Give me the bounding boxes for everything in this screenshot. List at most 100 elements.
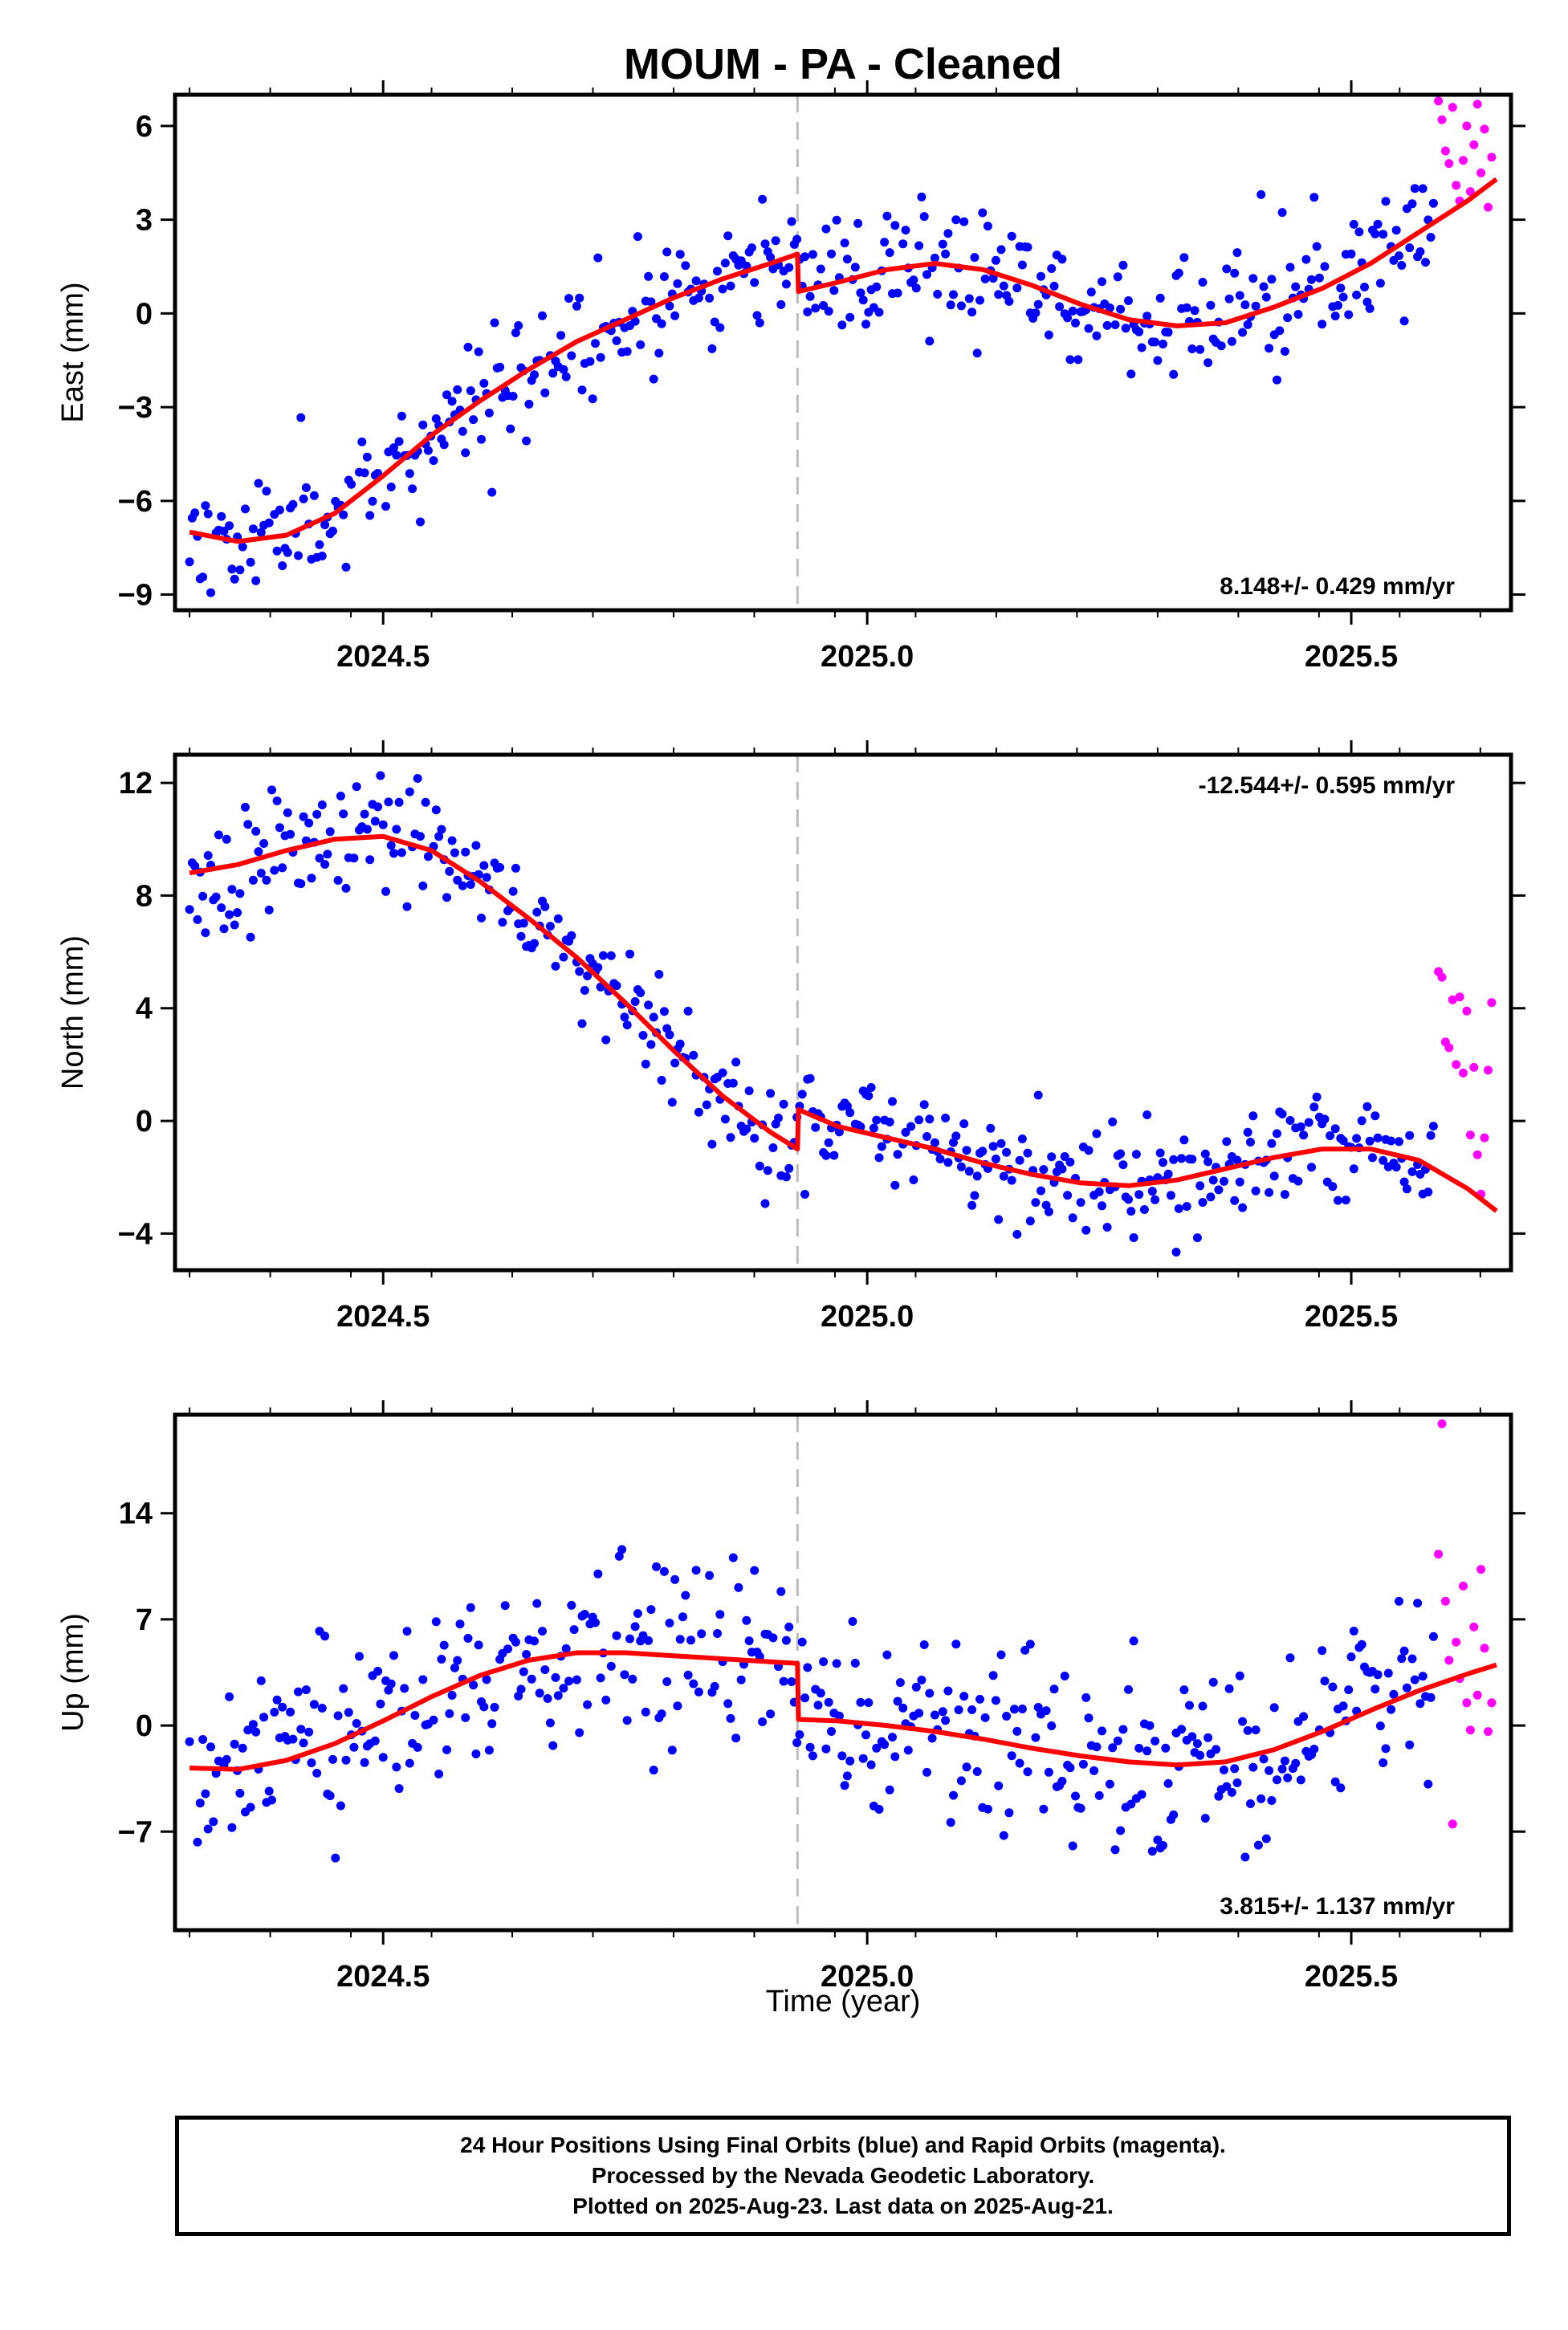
final-orbit-point xyxy=(442,390,451,400)
panel-up: 2024.5 2025.0 2025.5 −7 0 7 14 Up (mm) 3.815+/- … xyxy=(56,1400,1525,1994)
final-orbit-point xyxy=(1365,1136,1375,1146)
final-orbit-point xyxy=(1405,1740,1415,1750)
final-orbit-point xyxy=(1256,1794,1266,1803)
final-orbit-point xyxy=(1330,312,1340,321)
final-orbit-point xyxy=(1309,193,1319,202)
final-orbit-point xyxy=(530,370,539,380)
final-orbit-point xyxy=(630,997,640,1006)
final-orbit-point xyxy=(1312,1092,1322,1102)
final-orbit-point xyxy=(235,1789,245,1798)
final-orbit-point xyxy=(511,1637,520,1647)
final-orbit-point xyxy=(227,885,237,894)
final-orbit-point xyxy=(742,1124,751,1134)
final-orbit-point xyxy=(1002,1712,1012,1721)
final-orbit-point xyxy=(596,1673,605,1683)
final-orbit-point xyxy=(1044,1767,1053,1777)
final-orbit-point xyxy=(246,557,255,567)
final-orbit-point xyxy=(1055,302,1065,312)
final-orbit-point xyxy=(1389,1689,1399,1699)
final-orbit-point xyxy=(286,829,295,839)
final-orbit-point xyxy=(641,1707,650,1717)
final-orbit-point xyxy=(540,1665,550,1675)
final-orbit-point xyxy=(930,1710,939,1720)
final-orbit-point xyxy=(1232,1155,1242,1165)
final-orbit-point xyxy=(1033,1703,1043,1712)
data-points xyxy=(185,96,1497,597)
final-orbit-point xyxy=(328,526,337,536)
final-orbit-point xyxy=(1253,1840,1263,1850)
final-orbit-point xyxy=(1235,291,1244,300)
final-orbit-point xyxy=(1285,1116,1295,1125)
final-orbit-point xyxy=(1391,226,1401,235)
final-orbit-point xyxy=(983,1804,992,1814)
final-orbit-point xyxy=(1065,1157,1075,1167)
final-orbit-point xyxy=(858,1754,868,1763)
final-orbit-point xyxy=(248,1720,258,1729)
final-orbit-point xyxy=(195,1798,205,1808)
final-orbit-point xyxy=(373,802,383,812)
rapid-orbit-point xyxy=(1452,1637,1461,1647)
final-orbit-point xyxy=(771,236,780,246)
final-orbit-point xyxy=(400,1684,409,1693)
final-orbit-point xyxy=(591,339,600,348)
final-orbit-point xyxy=(1222,264,1232,274)
final-orbit-point xyxy=(551,1672,560,1682)
final-orbit-point xyxy=(1092,1742,1102,1752)
final-orbit-point xyxy=(893,1697,902,1706)
final-orbit-point xyxy=(911,1682,921,1692)
final-orbit-point xyxy=(1037,1186,1045,1196)
rapid-orbit-point xyxy=(1444,159,1454,169)
final-orbit-point xyxy=(315,853,324,863)
final-orbit-point xyxy=(1163,1169,1173,1179)
final-orbit-point xyxy=(874,308,884,317)
final-orbit-point xyxy=(1131,1150,1141,1159)
final-orbit-point xyxy=(1428,1631,1438,1641)
rapid-orbit-point xyxy=(1462,1698,1472,1708)
final-orbit-point xyxy=(434,1770,444,1778)
final-orbit-point xyxy=(980,1713,990,1722)
final-orbit-point xyxy=(1121,324,1130,333)
final-orbit-point xyxy=(827,1727,836,1736)
final-orbit-point xyxy=(1124,1684,1133,1694)
final-orbit-point xyxy=(264,518,274,528)
final-orbit-point xyxy=(1076,1198,1085,1208)
final-orbit-point xyxy=(487,1719,497,1729)
final-orbit-point xyxy=(702,1100,711,1110)
final-orbit-point xyxy=(625,1634,634,1644)
final-orbit-point xyxy=(670,311,680,320)
final-orbit-point xyxy=(959,1692,969,1701)
final-orbit-point xyxy=(304,818,314,828)
final-orbit-point xyxy=(1248,274,1258,283)
final-orbit-point xyxy=(877,1142,886,1151)
final-orbit-point xyxy=(959,217,969,226)
final-orbit-point xyxy=(227,1823,237,1832)
final-orbit-point xyxy=(805,1073,815,1083)
final-orbit-point xyxy=(251,1727,261,1737)
final-orbit-point xyxy=(553,1691,563,1701)
final-orbit-point xyxy=(1423,1779,1433,1789)
caption-box: 24 Hour Positions Using Final Orbits (bl… xyxy=(175,2116,1511,2236)
final-orbit-point xyxy=(352,1719,361,1728)
final-orbit-point xyxy=(259,1713,269,1722)
final-orbit-point xyxy=(872,1743,882,1753)
final-orbit-point xyxy=(230,1739,239,1749)
final-orbit-point xyxy=(1155,293,1165,303)
final-orbit-point xyxy=(416,832,425,841)
final-orbit-point xyxy=(1346,1652,1356,1662)
final-orbit-point xyxy=(1395,251,1403,260)
final-orbit-point xyxy=(941,1716,951,1725)
final-orbit-point xyxy=(670,1574,680,1584)
final-orbit-point xyxy=(888,1733,897,1742)
final-orbit-point xyxy=(418,881,428,890)
final-orbit-point xyxy=(1110,320,1120,329)
final-orbit-point xyxy=(612,336,621,345)
final-orbit-point xyxy=(1273,1129,1281,1139)
final-orbit-point xyxy=(728,1078,738,1088)
final-orbit-point xyxy=(1187,1155,1197,1164)
final-orbit-point xyxy=(1102,1223,1112,1232)
final-orbit-point xyxy=(222,1754,231,1764)
final-orbit-point xyxy=(649,1012,658,1022)
panel-east: 2024.5 2025.0 2025.5 −9 −6 −3 0 3 6 East (mm) 8.14… xyxy=(56,80,1525,674)
final-orbit-point xyxy=(317,552,327,560)
final-orbit-point xyxy=(527,1674,536,1684)
